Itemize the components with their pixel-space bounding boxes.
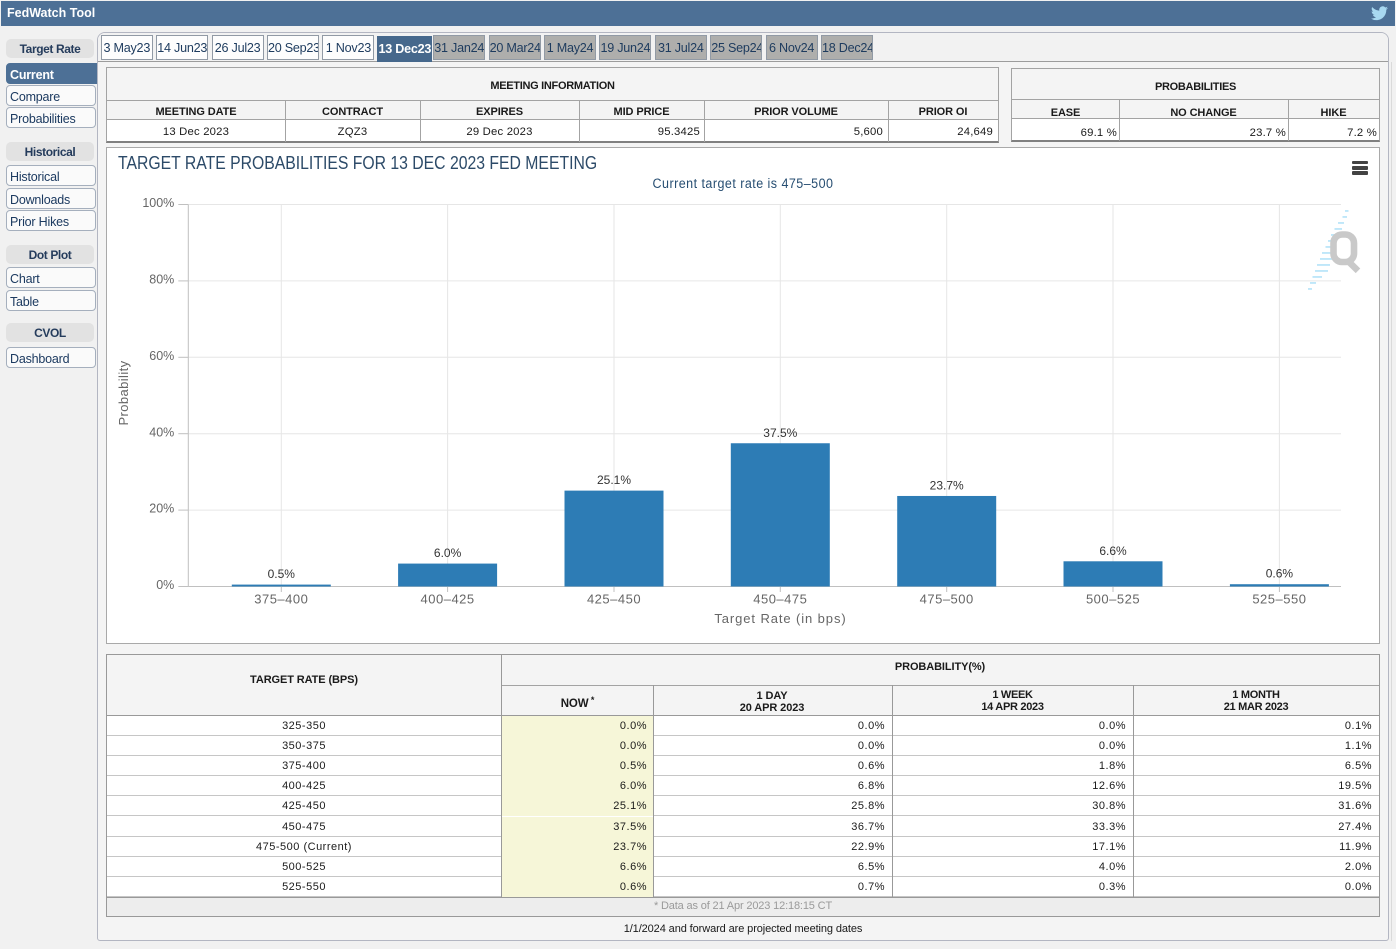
svg-text:60%: 60% xyxy=(149,349,174,363)
svg-text:0.6%: 0.6% xyxy=(1266,567,1294,581)
svg-text:Target Rate (in bps): Target Rate (in bps) xyxy=(714,611,846,626)
svg-text:425–450: 425–450 xyxy=(587,592,641,607)
svg-text:Probability: Probability xyxy=(116,360,131,425)
svg-text:0.5%: 0.5% xyxy=(268,567,296,581)
svg-text:40%: 40% xyxy=(149,425,174,439)
svg-text:37.5%: 37.5% xyxy=(763,426,797,440)
svg-text:525–550: 525–550 xyxy=(1252,592,1306,607)
svg-text:400–425: 400–425 xyxy=(421,592,475,607)
svg-text:20%: 20% xyxy=(149,502,174,516)
svg-text:23.7%: 23.7% xyxy=(930,479,964,493)
svg-text:6.0%: 6.0% xyxy=(434,546,462,560)
svg-text:0%: 0% xyxy=(156,578,174,592)
svg-text:25.1%: 25.1% xyxy=(597,473,631,487)
svg-text:450–475: 450–475 xyxy=(753,592,807,607)
svg-text:100%: 100% xyxy=(142,196,174,210)
svg-text:6.6%: 6.6% xyxy=(1099,544,1127,558)
svg-text:475–500: 475–500 xyxy=(920,592,974,607)
svg-text:375–400: 375–400 xyxy=(254,592,308,607)
svg-text:80%: 80% xyxy=(149,273,174,287)
svg-text:500–525: 500–525 xyxy=(1086,592,1140,607)
